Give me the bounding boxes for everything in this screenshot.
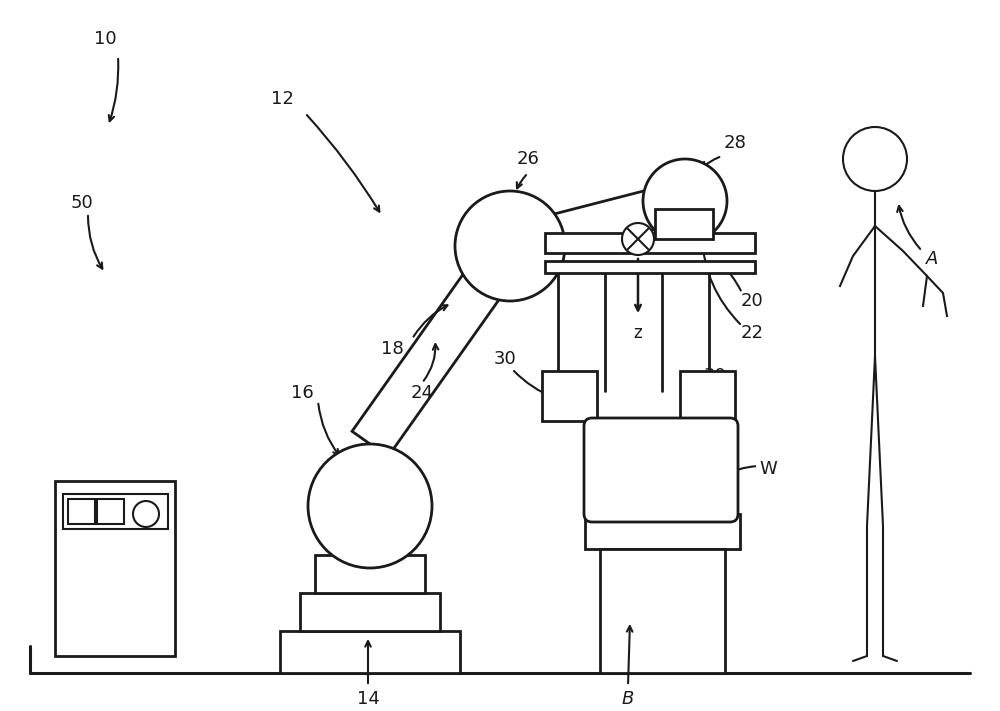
Bar	[545, 261, 755, 273]
Bar	[68, 499, 95, 524]
Bar	[655, 209, 713, 239]
Bar	[545, 233, 755, 253]
Bar	[55, 481, 175, 656]
Text: 16: 16	[291, 384, 313, 402]
Text: B: B	[622, 690, 634, 708]
Text: 18: 18	[381, 340, 403, 358]
Text: 24: 24	[411, 384, 434, 402]
Circle shape	[622, 223, 654, 255]
Bar	[542, 371, 597, 421]
Text: 10: 10	[94, 30, 116, 48]
Circle shape	[643, 159, 727, 243]
Bar	[315, 555, 425, 593]
Text: 20: 20	[741, 292, 763, 310]
Text: y: y	[661, 230, 671, 248]
Bar	[280, 631, 460, 673]
Text: 22: 22	[740, 324, 764, 342]
Text: 30: 30	[704, 367, 726, 385]
Text: 26: 26	[517, 150, 539, 168]
Bar	[585, 514, 740, 549]
Text: x: x	[550, 230, 560, 248]
Polygon shape	[505, 181, 690, 265]
Circle shape	[133, 501, 159, 527]
Text: 14: 14	[357, 690, 379, 708]
Text: 50: 50	[71, 194, 93, 212]
Circle shape	[843, 127, 907, 191]
Circle shape	[308, 444, 432, 568]
Polygon shape	[352, 233, 528, 456]
Text: 12: 12	[271, 90, 293, 108]
FancyBboxPatch shape	[584, 418, 738, 522]
Circle shape	[455, 191, 565, 301]
Bar	[680, 371, 735, 421]
Text: W: W	[759, 460, 777, 478]
Text: A: A	[926, 250, 938, 268]
Bar	[63, 494, 168, 529]
Bar	[97, 499, 124, 524]
Text: 30: 30	[494, 350, 516, 368]
Text: z: z	[634, 324, 642, 342]
Text: 28: 28	[724, 134, 746, 152]
Bar	[300, 593, 440, 631]
Bar	[600, 549, 725, 673]
